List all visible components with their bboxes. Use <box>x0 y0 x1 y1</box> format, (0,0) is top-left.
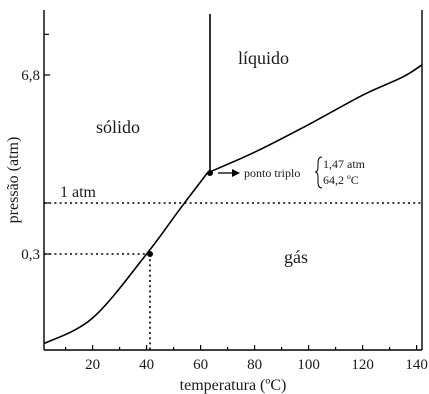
x-tick-label: 40 <box>139 357 154 373</box>
triple-point-brace <box>314 156 323 189</box>
y-tick-label: 0,3 <box>21 247 40 263</box>
region-liquid-label: líquido <box>238 48 289 68</box>
region-solid-label: sólido <box>96 117 140 137</box>
x-axis-title: temperatura (ºC) <box>180 377 287 394</box>
region-gas-label: gás <box>284 247 308 267</box>
triple-point-label: ponto triplo <box>244 166 300 180</box>
sublimation-curve <box>43 172 208 345</box>
triple-point-pressure: 1,47 atm <box>323 157 366 171</box>
y-axis-title: pressão (atm) <box>5 137 22 224</box>
y-ticks: 0,3 6,8 <box>21 33 50 263</box>
one-atm-label: 1 atm <box>60 184 97 201</box>
triple-point-arrow-head <box>232 169 240 177</box>
triple-point-marker <box>207 170 213 176</box>
x-tick-label: 120 <box>351 357 374 373</box>
x-tick-label: 80 <box>247 357 262 373</box>
triple-point-temperature: 64,2 ºC <box>323 173 359 187</box>
x-tick-label: 140 <box>405 357 428 373</box>
x-tick-label: 60 <box>193 357 208 373</box>
x-ticks: 20 40 60 80 100 120 140 <box>64 345 428 373</box>
vaporization-curve <box>206 64 423 174</box>
x-tick-label: 20 <box>85 357 100 373</box>
y-tick-label: 6,8 <box>21 68 40 84</box>
marked-point <box>147 251 153 257</box>
x-tick-label: 100 <box>297 357 320 373</box>
